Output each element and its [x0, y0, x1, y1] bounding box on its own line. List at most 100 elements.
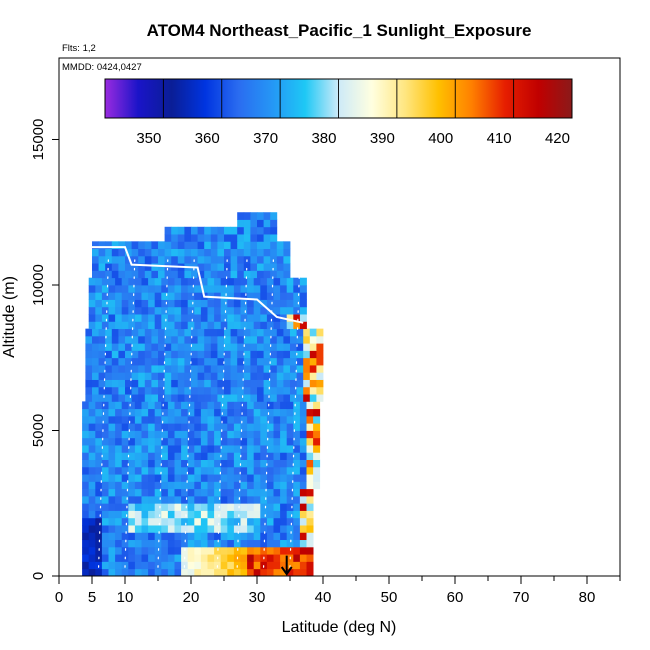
heatmap-cell: [167, 401, 175, 410]
heatmap-cell: [111, 255, 119, 264]
heatmap-cell: [101, 546, 109, 555]
heatmap-cell: [158, 241, 165, 250]
heatmap-cell: [273, 415, 281, 424]
heatmap-cell: [131, 372, 139, 380]
heatmap-cell: [118, 386, 126, 395]
heatmap-cell: [82, 415, 90, 424]
heatmap-cell: [181, 517, 189, 526]
heatmap-cell: [240, 452, 248, 460]
heatmap-cell: [247, 292, 255, 300]
heatmap-cell: [286, 277, 294, 286]
heatmap-cell: [115, 306, 123, 315]
heatmap-cell: [177, 350, 185, 359]
heatmap-cell: [233, 459, 241, 468]
heatmap-cell: [263, 226, 271, 235]
heatmap-cell: [243, 343, 251, 351]
heatmap-cell: [237, 357, 245, 366]
heatmap-cell: [247, 423, 255, 431]
heatmap-cell: [167, 561, 175, 570]
heatmap-cell: [154, 437, 162, 446]
heatmap-cell: [286, 466, 294, 475]
heatmap-cell: [167, 554, 175, 562]
heatmap-cell: [158, 263, 165, 271]
heatmap-cell: [266, 554, 274, 562]
heatmap-cell: [161, 437, 169, 446]
heatmap-cell: [194, 306, 202, 315]
heatmap-cell: [154, 452, 162, 460]
heatmap-cell: [286, 306, 294, 315]
heatmap-cell: [290, 357, 297, 366]
heatmap-cell: [247, 568, 255, 577]
heatmap-cell: [82, 568, 90, 577]
heatmap-cell: [220, 408, 228, 417]
heatmap-cell: [299, 539, 307, 548]
heatmap-cell: [194, 408, 202, 417]
heatmap-cell: [273, 284, 281, 293]
heatmap-cell: [167, 532, 175, 541]
heatmap-cell: [280, 510, 288, 519]
heatmap-cell: [128, 474, 136, 482]
heatmap-cell: [141, 495, 149, 504]
heatmap-cell: [197, 335, 205, 344]
heatmap-cell: [273, 488, 281, 497]
heatmap-cell: [171, 270, 179, 279]
heatmap-cell: [263, 234, 271, 242]
heatmap-cell: [197, 357, 205, 366]
heatmap-cell: [227, 437, 235, 446]
heatmap-cell: [280, 437, 288, 446]
heatmap-cell: [194, 503, 202, 511]
heatmap-cell: [191, 328, 198, 337]
heatmap-cell: [260, 568, 268, 577]
heatmap-cell: [154, 466, 162, 475]
heatmap-cell: [164, 386, 172, 395]
heatmap-cell: [108, 495, 116, 504]
heatmap-cell: [108, 517, 116, 526]
heatmap-cell: [141, 299, 149, 308]
heatmap-cell: [161, 466, 169, 475]
heatmap-cell: [276, 343, 284, 351]
flight-profile-dots: [236, 255, 248, 568]
heatmap-cell: [108, 510, 116, 519]
heatmap-cell: [293, 532, 301, 541]
heatmap-cell: [177, 365, 185, 373]
heatmap-cell: [204, 386, 212, 395]
heatmap-cell: [115, 299, 123, 308]
heatmap-cell: [161, 474, 169, 482]
heatmap-cell: [306, 554, 314, 562]
heatmap-cell: [118, 372, 126, 380]
heatmap-cell: [253, 415, 261, 424]
heatmap-cell: [187, 321, 195, 330]
heatmap-cell: [260, 314, 268, 322]
heatmap-cell: [144, 241, 152, 250]
heatmap-cell: [154, 292, 162, 300]
heatmap-cell: [111, 357, 119, 366]
heatmap-cell: [299, 452, 307, 460]
heatmap-cell: [82, 445, 90, 453]
heatmap-cell: [220, 561, 228, 570]
heatmap-cell: [224, 365, 231, 373]
heatmap-cell: [207, 546, 215, 555]
heatmap-cell: [128, 299, 136, 308]
heatmap-cell: [115, 284, 123, 293]
heatmap-cell: [263, 365, 271, 373]
heatmap-cell: [220, 437, 228, 446]
heatmap-cell: [134, 459, 142, 468]
heatmap-cell: [187, 539, 195, 548]
heatmap-cell: [247, 277, 255, 286]
heatmap-cell: [111, 241, 119, 250]
heatmap-cell: [233, 306, 241, 315]
heatmap-cell: [233, 445, 241, 453]
heatmap-cell: [270, 350, 278, 359]
heatmap-cell: [121, 277, 129, 286]
heatmap-cell: [257, 379, 264, 388]
heatmap-cell: [131, 365, 139, 373]
heatmap-cell: [293, 445, 301, 453]
heatmap-cell: [309, 394, 317, 402]
heatmap-cell: [197, 379, 205, 388]
heatmap-cell: [224, 241, 231, 250]
heatmap-cell: [121, 306, 129, 315]
heatmap-cell: [204, 343, 212, 351]
heatmap-cell: [141, 430, 149, 439]
heatmap-cell: [92, 270, 99, 279]
heatmap-cell: [293, 401, 301, 410]
